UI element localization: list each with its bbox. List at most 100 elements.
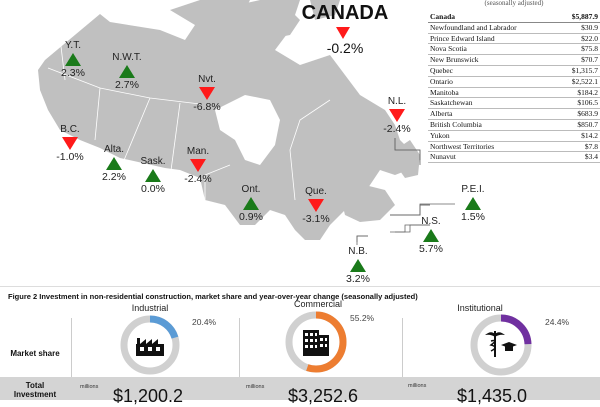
marker-value: -1.0%	[56, 151, 84, 163]
column-divider	[239, 318, 240, 378]
marker-value: -3.1%	[302, 213, 330, 225]
marker-bc: B.C. -1.0%	[53, 124, 87, 163]
table-row: Saskatchewan $106.5	[428, 98, 600, 110]
total-commercial: $3,252.6	[288, 386, 359, 406]
down-arrow-icon	[308, 199, 324, 212]
marker-value: -2.4%	[383, 123, 411, 135]
total-investment-row	[0, 377, 600, 400]
marker-label: Que.	[305, 186, 327, 197]
down-arrow-icon	[389, 109, 405, 122]
row-value: $850.7	[577, 119, 598, 129]
share-institutional: 24.4%	[545, 317, 570, 327]
marker-alberta: Alta. 2.2%	[98, 144, 130, 183]
row-value: $30.9	[581, 22, 598, 32]
down-arrow-icon	[190, 159, 206, 172]
total-industrial: $1,200.2	[113, 386, 184, 406]
canada-map: CANADA -0.2% Y.T. 2.3% N.W.T. 2.7% Nvt. …	[38, 0, 600, 285]
marker-pei: P.E.I. 1.5%	[457, 184, 489, 223]
marker-nova-scotia: N.S. 5.7%	[415, 216, 447, 255]
marker-label: Man.	[186, 146, 210, 157]
row-name: Newfoundland and Labrador	[430, 22, 517, 32]
up-arrow-icon	[65, 53, 81, 66]
table-row: Nunavut $3.4	[428, 152, 600, 164]
marker-label: Sask.	[140, 156, 166, 167]
canada-title: CANADA	[301, 2, 389, 24]
up-arrow-icon	[423, 229, 439, 242]
table-row: Alberta $683.9	[428, 109, 600, 120]
row-value: $106.5	[577, 98, 598, 108]
canada-change: -0.2%	[326, 40, 364, 56]
share-industrial: 20.4%	[192, 317, 217, 327]
row-value: $3.4	[584, 152, 598, 162]
units-label: millions	[80, 384, 99, 390]
marker-nwt: N.W.T. 2.7%	[108, 52, 146, 91]
table-row: Nova Scotia $75.8	[428, 44, 600, 56]
total-label: Total Investment	[0, 381, 70, 399]
marker-value: 2.3%	[61, 67, 85, 79]
marker-label: B.C.	[60, 124, 80, 135]
table-row: British Columbia $850.7	[428, 120, 600, 131]
marker-value: 3.2%	[346, 273, 370, 285]
up-arrow-icon	[106, 157, 122, 170]
row-value: $14.2	[581, 130, 598, 140]
market-share-label: Market share	[10, 349, 60, 358]
marker-value: 0.9%	[239, 211, 263, 223]
marker-value: 2.2%	[102, 171, 126, 183]
up-arrow-icon	[465, 197, 481, 210]
share-commercial: 55.2%	[350, 313, 375, 323]
marker-nunavut: Nvt. -6.8%	[190, 74, 224, 113]
total-institutional: $1,435.0	[457, 386, 528, 406]
canada-map-shape	[38, 0, 430, 242]
marker-label: N.L.	[387, 96, 407, 107]
table-row: Prince Edward Island $22.0	[428, 34, 600, 45]
down-arrow-icon	[199, 87, 215, 100]
category-title-institutional: Institutional	[457, 303, 503, 313]
total-label-line1: Total	[25, 381, 45, 390]
marker-yukon: Y.T. 2.3%	[58, 40, 88, 79]
marker-saskatchewan: Sask. 0.0%	[137, 156, 169, 195]
row-name: Saskatchewan	[430, 98, 473, 108]
down-arrow-icon	[336, 27, 350, 39]
row-value: $7.8	[584, 141, 598, 151]
section-divider	[0, 286, 600, 287]
row-name: Nunavut	[430, 152, 456, 162]
units-label: millions	[408, 383, 427, 389]
marker-label: N.S.	[421, 216, 441, 227]
table-row: Yukon $14.2	[428, 131, 600, 142]
up-arrow-icon	[145, 169, 161, 182]
office-building-icon	[303, 330, 329, 356]
table-row: Northwest Territories $7.8	[428, 142, 600, 153]
table-row: Ontario $2,522.1	[428, 77, 600, 88]
marker-label: Nvt.	[198, 74, 216, 85]
category-title-industrial: Industrial	[131, 303, 169, 313]
donut-institutional	[470, 314, 532, 376]
down-arrow-icon	[62, 137, 78, 150]
up-arrow-icon	[119, 65, 135, 78]
row-name: Prince Edward Island	[430, 33, 495, 43]
marker-value: 0.0%	[141, 183, 165, 195]
row-value: $5,887.9	[571, 12, 598, 21]
marker-label: N.W.T.	[112, 52, 142, 63]
marker-ontario: Ont. 0.9%	[235, 184, 267, 223]
row-value: $2,522.1	[571, 76, 598, 86]
marker-new-brunswick: N.B. 3.2%	[342, 246, 374, 285]
up-arrow-icon	[350, 259, 366, 272]
table-row: Newfoundland and Labrador $30.9	[428, 23, 600, 34]
table-row: Canada $5,887.9	[428, 12, 600, 23]
marker-label: Alta.	[103, 144, 124, 155]
category-title-commercial: Commercial	[293, 299, 342, 309]
units-label: millions	[246, 384, 265, 390]
marker-quebec: Que. -3.1%	[299, 186, 333, 225]
row-value: $70.7	[581, 55, 598, 65]
row-value: $184.2	[577, 87, 598, 97]
row-value: $683.9	[577, 109, 598, 119]
row-name: Manitoba	[430, 87, 459, 97]
table-row: Manitoba $184.2	[428, 88, 600, 99]
row-value: $1,315.7	[571, 65, 598, 75]
column-divider	[402, 318, 403, 378]
marker-value: -2.4%	[184, 173, 212, 185]
row-value: $75.8	[581, 44, 598, 54]
donut-commercial	[285, 311, 347, 373]
row-value: $22.0	[581, 33, 598, 43]
caduceus-graduation-icon	[485, 331, 517, 357]
